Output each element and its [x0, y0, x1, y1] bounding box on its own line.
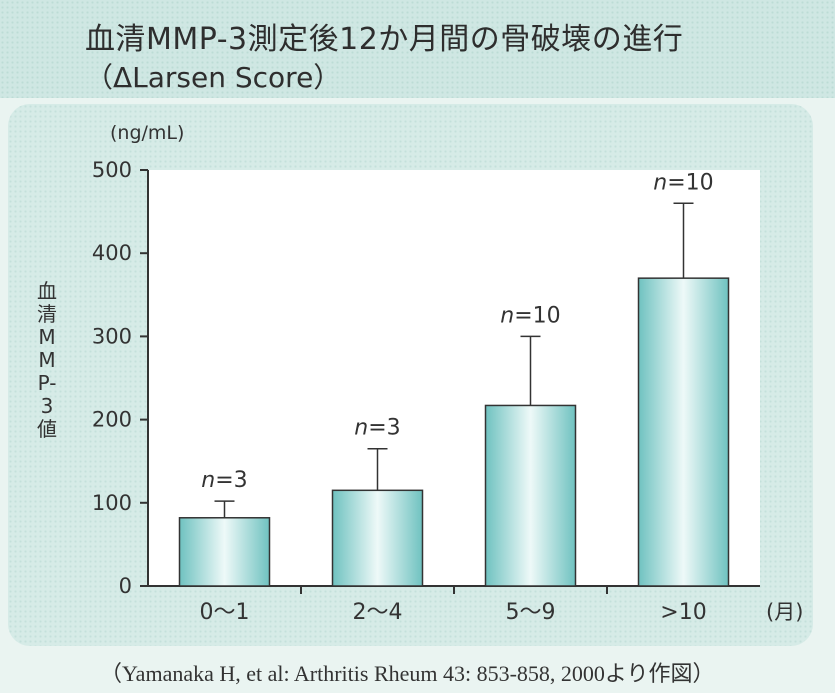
y-axis-unit: (ng/mL)	[110, 122, 185, 144]
y-tick-label-0: 0	[119, 574, 132, 598]
citation: （Yamanaka H, et al: Arthritis Rheum 43: …	[100, 661, 715, 686]
y-axis-label: 血清MMP-3値	[37, 279, 57, 441]
x-tick-label-1: 2～4	[353, 600, 403, 625]
y-tick-label-3: 300	[92, 324, 132, 348]
n-label-2: n=10	[500, 303, 560, 328]
y-tick-label-1: 100	[92, 491, 132, 515]
chart-subtitle: （ΔLarsen Score）	[85, 61, 342, 94]
bar-1	[331, 489, 424, 587]
chart-title: 血清MMP-3測定後12か月間の骨破壊の進行	[85, 22, 684, 57]
x-axis-unit: (月)	[766, 600, 803, 624]
y-tick-label-4: 400	[92, 241, 132, 265]
y-tick-label-5: 500	[92, 158, 132, 182]
x-tick-label-0: 0～1	[200, 600, 250, 625]
bar-0	[178, 517, 271, 587]
y-tick-label-2: 200	[92, 408, 132, 432]
bar-2	[484, 404, 577, 587]
n-label-3: n=10	[653, 170, 713, 195]
n-label-0: n=3	[201, 468, 247, 493]
x-tick-label-2: 5～9	[506, 600, 556, 625]
bar-3	[637, 277, 730, 587]
x-tick-label-3: >10	[660, 600, 706, 625]
n-label-1: n=3	[354, 416, 400, 441]
title-banner	[0, 0, 835, 98]
